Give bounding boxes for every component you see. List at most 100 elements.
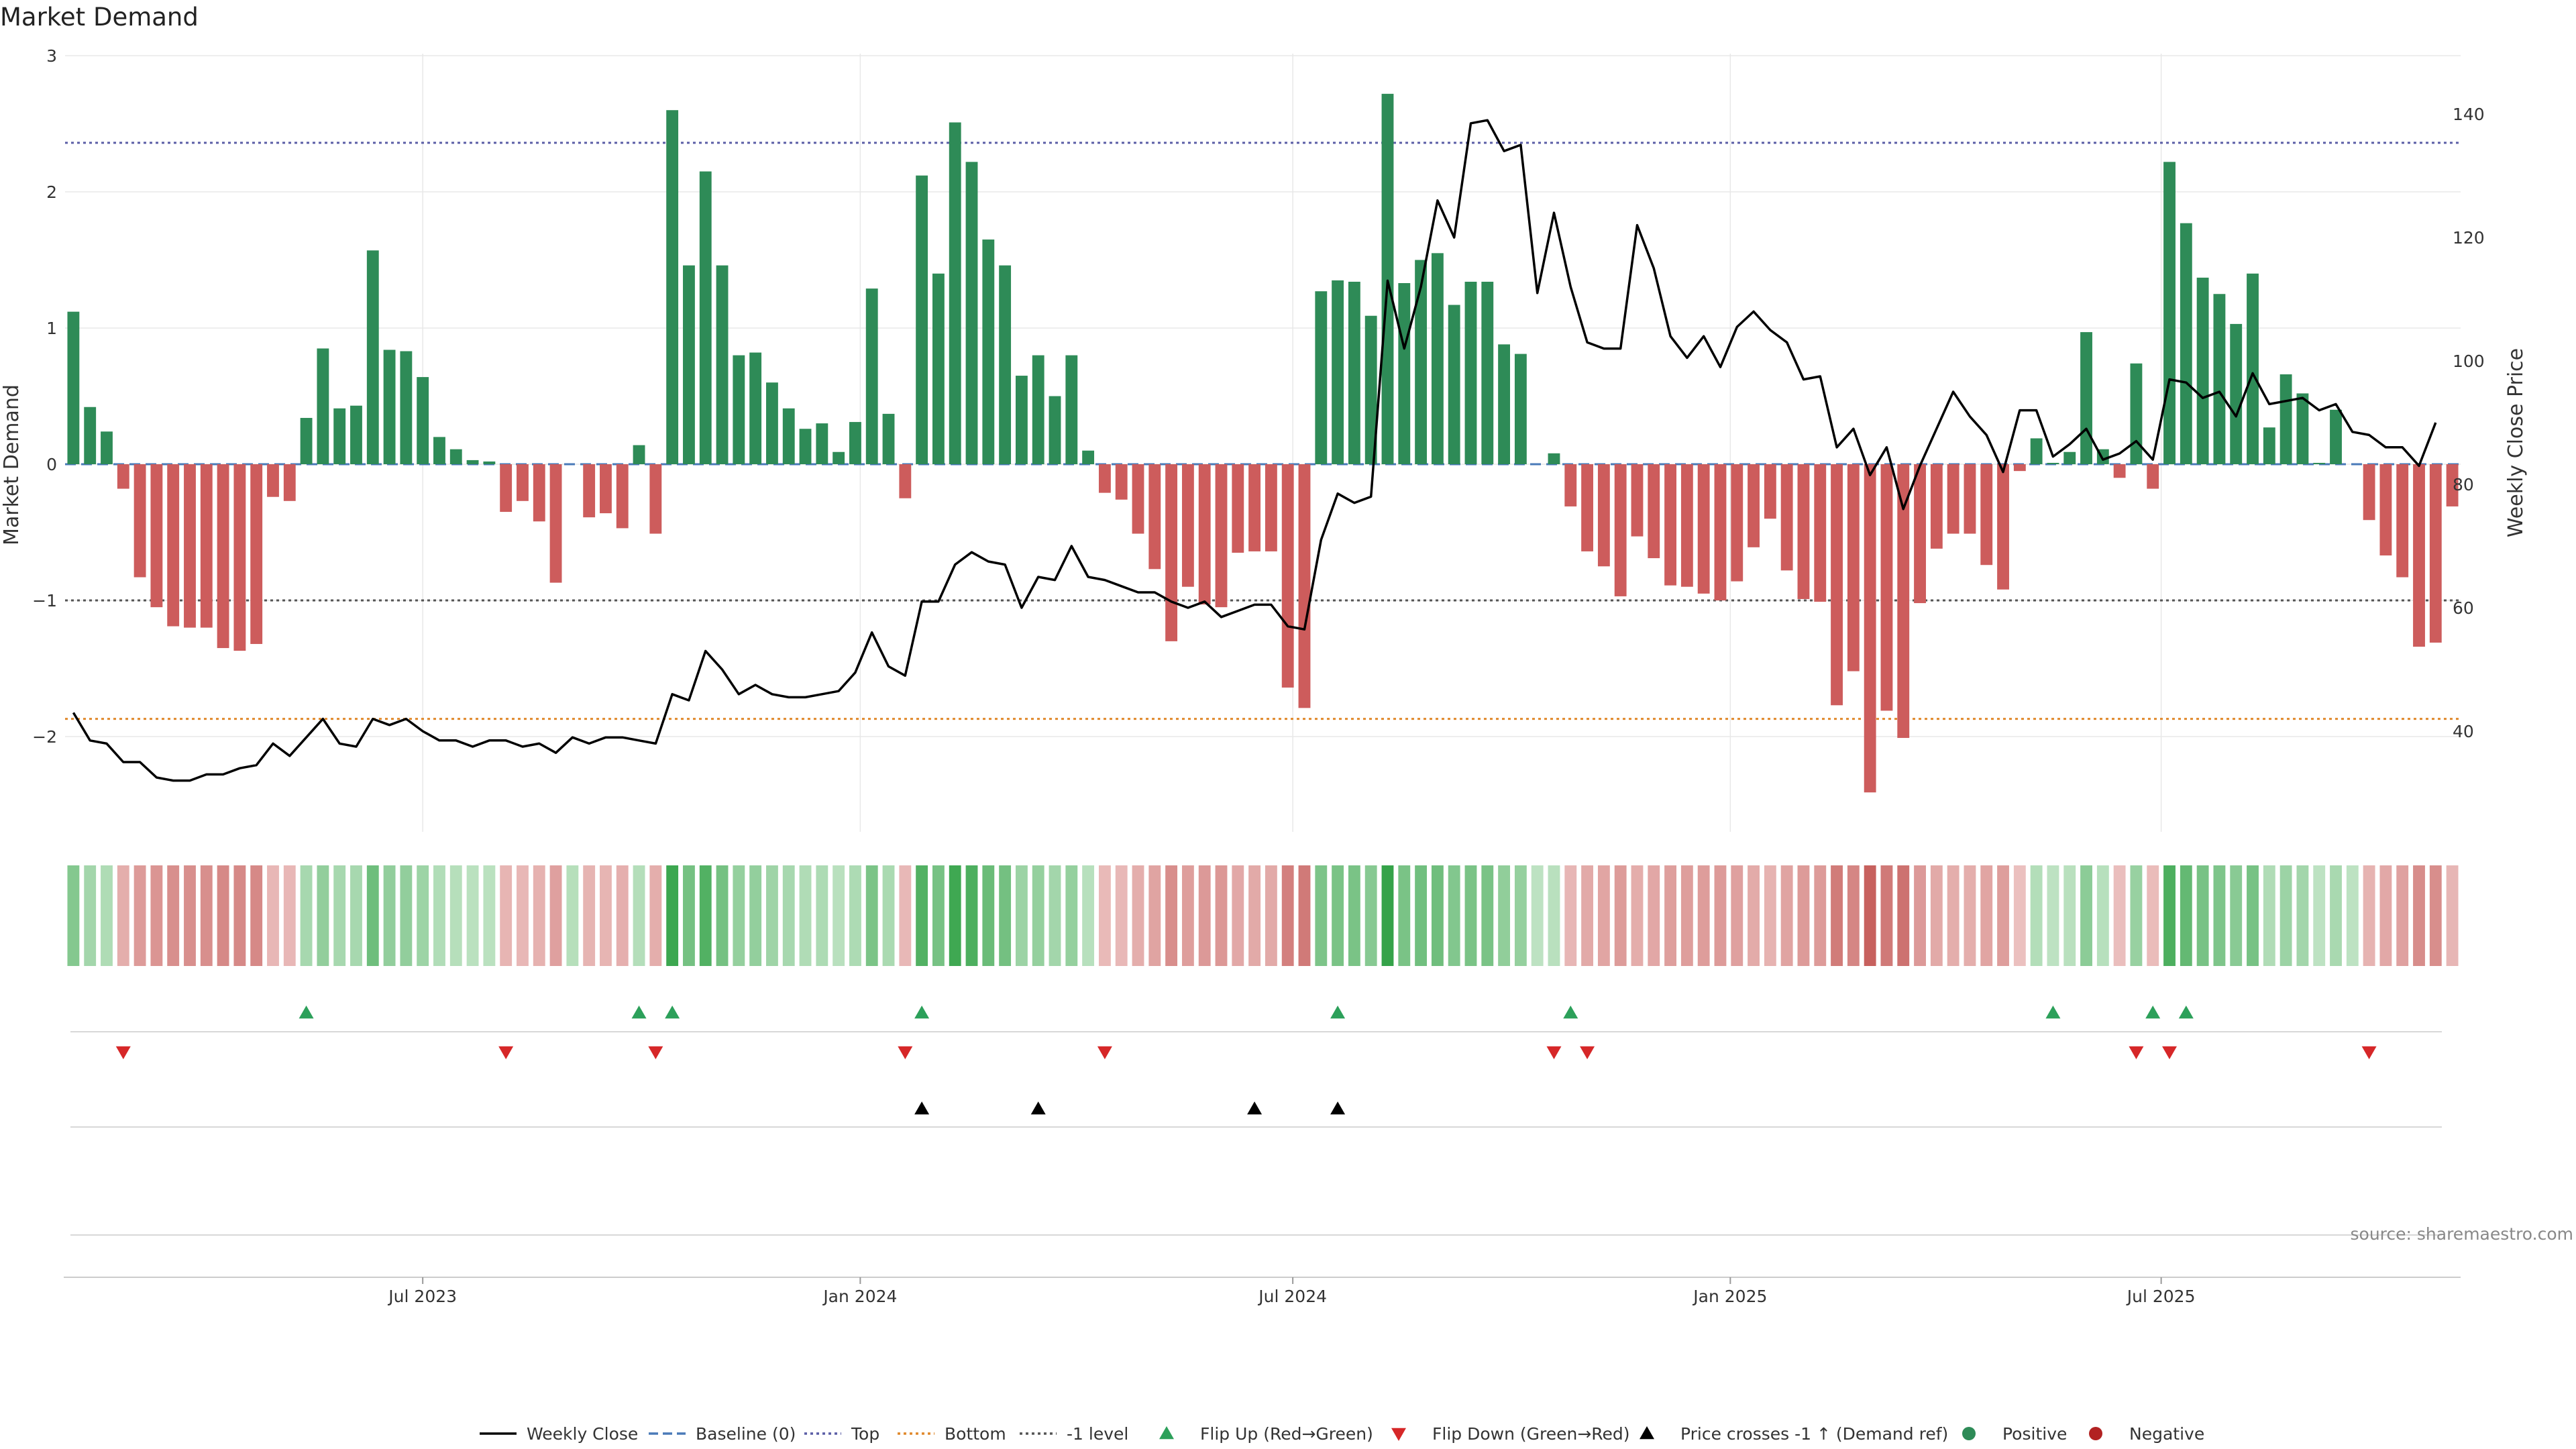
heat-cell bbox=[283, 865, 296, 966]
demand-bar bbox=[1897, 464, 1910, 739]
demand-bar bbox=[2313, 462, 2326, 464]
demand-bar bbox=[250, 464, 263, 644]
heat-cell bbox=[1315, 865, 1328, 966]
demand-bar bbox=[1148, 464, 1161, 570]
demand-bar bbox=[2379, 464, 2392, 556]
demand-bar bbox=[267, 464, 279, 497]
demand-bar bbox=[133, 464, 146, 578]
demand-bar bbox=[616, 464, 629, 529]
heat-cell bbox=[101, 865, 113, 966]
heat-cell bbox=[1481, 865, 1494, 966]
demand-bar bbox=[2063, 451, 2076, 464]
heat-cell bbox=[1332, 865, 1344, 966]
demand-bar bbox=[1714, 464, 1727, 600]
demand-bar bbox=[1065, 355, 1078, 464]
y-tick-left: −1 bbox=[32, 591, 57, 610]
demand-bar bbox=[167, 464, 180, 627]
legend-label: Top bbox=[851, 1424, 879, 1444]
heat-cell bbox=[483, 865, 496, 966]
heat-cell bbox=[1281, 865, 1294, 966]
heat-cell bbox=[2180, 865, 2192, 966]
demand-bar bbox=[1980, 464, 1993, 566]
reference-lines bbox=[65, 142, 2461, 720]
heat-cell bbox=[333, 865, 346, 966]
heat-cell bbox=[2030, 865, 2043, 966]
heat-cell bbox=[2247, 865, 2259, 966]
heat-cell bbox=[417, 865, 429, 966]
y-tick-left: 2 bbox=[46, 182, 57, 202]
flip-up-marker bbox=[2045, 1006, 2061, 1019]
demand-bar bbox=[1614, 464, 1627, 596]
y-tick-right: 60 bbox=[2453, 598, 2474, 618]
demand-bar bbox=[816, 423, 828, 464]
heat-cell bbox=[150, 865, 163, 966]
demand-bar bbox=[1348, 281, 1360, 464]
demand-bar bbox=[1831, 464, 1843, 706]
heat-cell bbox=[1914, 865, 1926, 966]
demand-bar bbox=[1964, 464, 1976, 534]
heat-cell bbox=[916, 865, 928, 966]
heat-cell bbox=[1015, 865, 1028, 966]
price-cross-marker bbox=[1330, 1102, 1346, 1115]
event-markers bbox=[70, 1006, 2442, 1236]
demand-bar bbox=[1215, 464, 1228, 608]
demand-bar bbox=[1415, 260, 1428, 464]
price-cross-marker bbox=[1247, 1102, 1263, 1115]
heat-cell bbox=[2446, 865, 2459, 966]
heat-cell bbox=[1265, 865, 1277, 966]
demand-bar bbox=[833, 451, 845, 464]
heat-cell bbox=[1448, 865, 1460, 966]
heat-cell bbox=[1764, 865, 1776, 966]
heat-cell bbox=[1648, 865, 1660, 966]
flip-up-marker bbox=[1563, 1006, 1578, 1019]
legend-item: Positive bbox=[1962, 1424, 2067, 1444]
demand-bar bbox=[1748, 464, 1760, 547]
heat-cell bbox=[1498, 865, 1511, 966]
heat-cell bbox=[1697, 865, 1710, 966]
x-axis: Jul 2023 Jan 2024 Jul 2024 Jan 2025 Jul 2025 bbox=[64, 1277, 2461, 1306]
legend-label: Flip Down (Green→Red) bbox=[1432, 1424, 1630, 1444]
heat-cell bbox=[766, 865, 778, 966]
demand-bar bbox=[1332, 280, 1344, 464]
heat-cell bbox=[2113, 865, 2126, 966]
demand-bar bbox=[1248, 464, 1261, 551]
flip-down-marker bbox=[648, 1046, 663, 1059]
legend-label: Negative bbox=[2129, 1424, 2204, 1444]
demand-bar bbox=[1398, 283, 1411, 464]
heat-cell bbox=[932, 865, 945, 966]
demand-bar bbox=[600, 464, 612, 514]
x-tick-label: Jul 2025 bbox=[2126, 1287, 2196, 1306]
demand-bar bbox=[1315, 291, 1328, 464]
demand-bar bbox=[1431, 253, 1444, 464]
heat-cell bbox=[1847, 865, 1860, 966]
heat-cell bbox=[1431, 865, 1444, 966]
demand-heat-strip bbox=[67, 865, 2459, 966]
heat-cell bbox=[1780, 865, 1793, 966]
demand-bar bbox=[1764, 464, 1776, 519]
heat-cell bbox=[1748, 865, 1760, 966]
heat-cell bbox=[1415, 865, 1428, 966]
demand-bar bbox=[2363, 464, 2375, 521]
y-tick-left: 0 bbox=[46, 455, 57, 474]
heat-cell bbox=[233, 865, 246, 966]
heat-cell bbox=[300, 865, 313, 966]
demand-bar bbox=[2279, 374, 2292, 464]
demand-bar bbox=[1198, 464, 1211, 605]
heat-cell bbox=[1531, 865, 1544, 966]
demand-bar bbox=[2413, 464, 2425, 647]
heat-cell bbox=[1248, 865, 1261, 966]
demand-bar bbox=[1082, 450, 1095, 464]
demand-bar bbox=[317, 348, 329, 464]
demand-bar bbox=[117, 464, 129, 489]
demand-bar bbox=[1947, 464, 1960, 534]
flip-down-marker bbox=[1097, 1046, 1112, 1059]
demand-bar bbox=[150, 464, 163, 608]
demand-bar bbox=[1364, 315, 1377, 464]
y-tick-right: 120 bbox=[2453, 228, 2485, 248]
flip-down-marker bbox=[2361, 1046, 2377, 1059]
weekly-close-line bbox=[72, 119, 2437, 782]
demand-bar bbox=[1864, 464, 1876, 793]
demand-bar bbox=[67, 311, 80, 464]
demand-bar bbox=[649, 464, 662, 534]
demand-bar bbox=[1680, 464, 1693, 587]
